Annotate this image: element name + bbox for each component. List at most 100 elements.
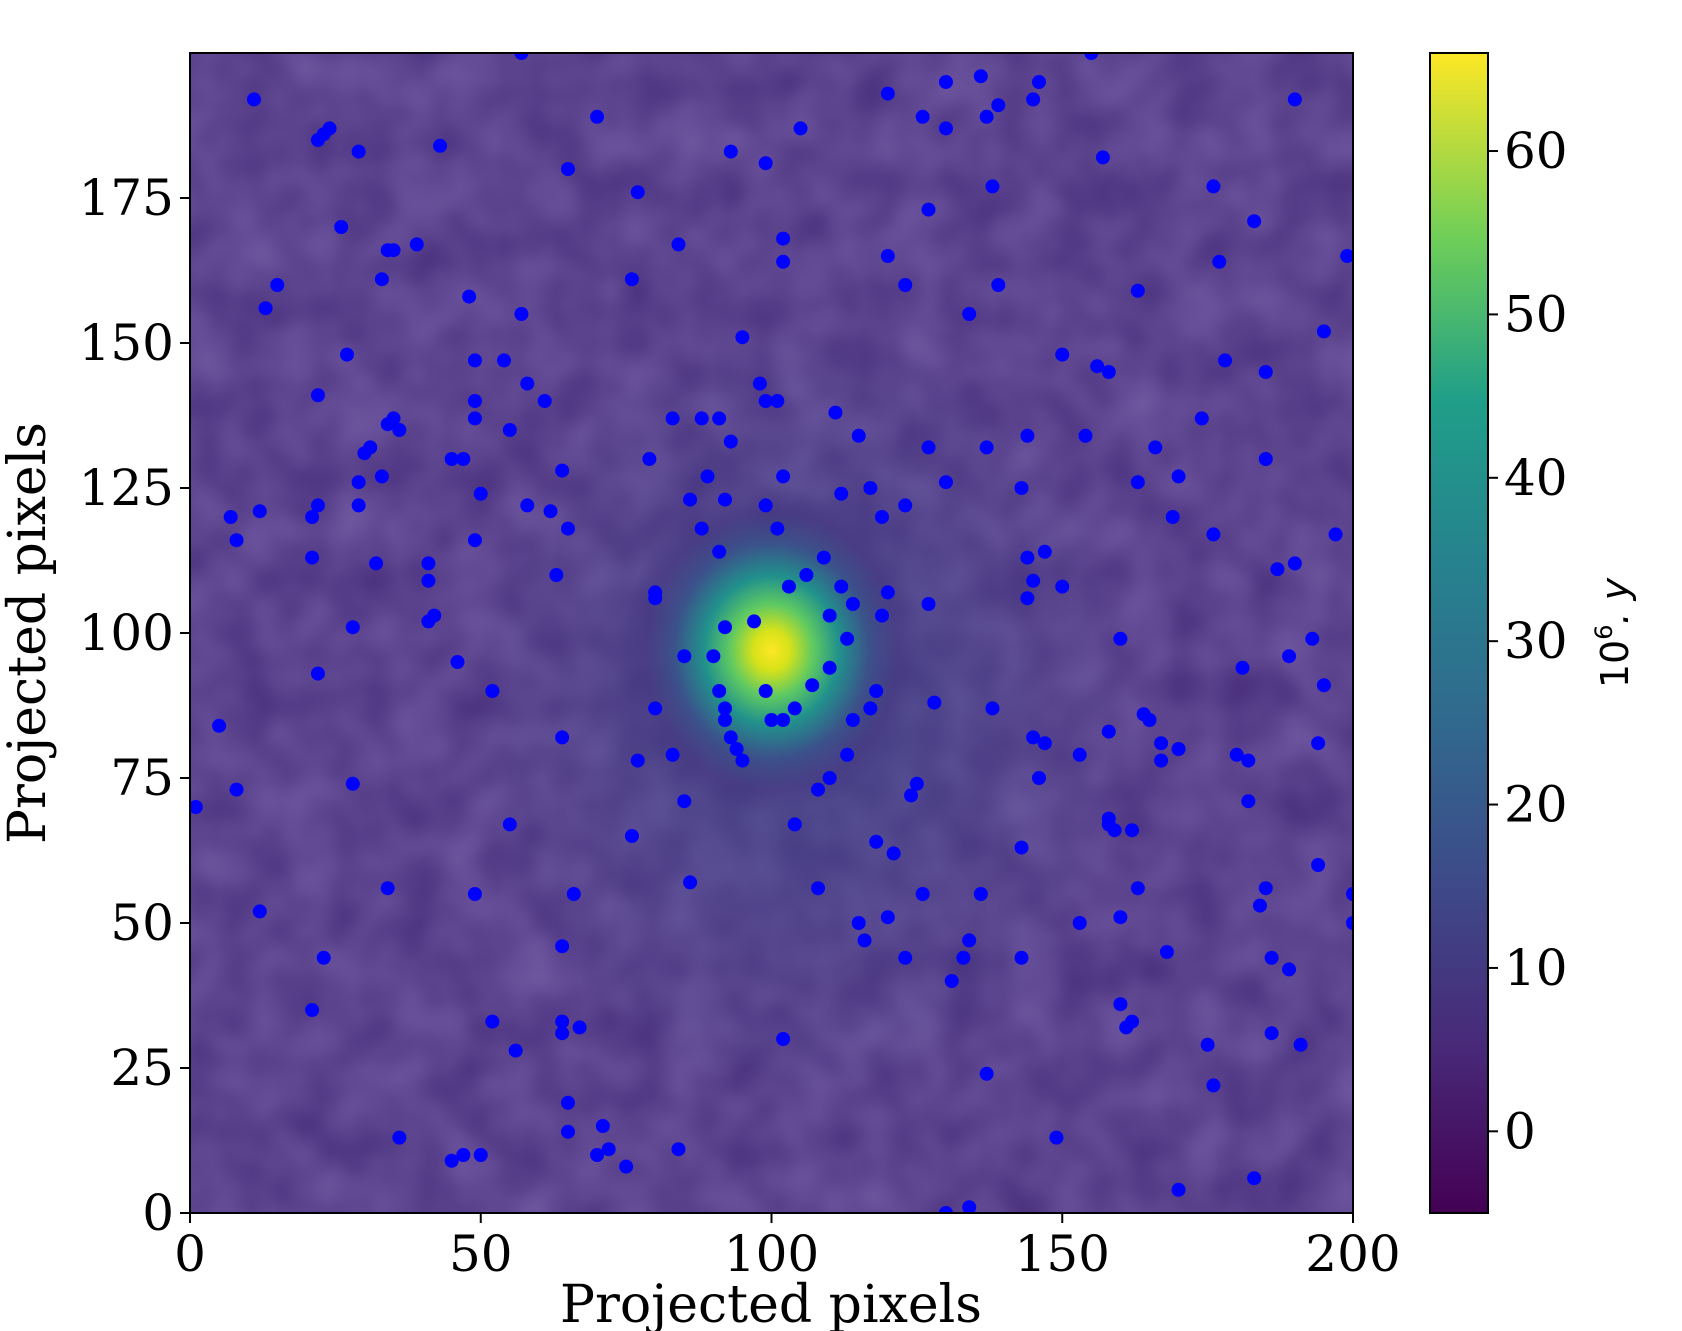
scatter-point [427, 608, 442, 623]
scatter-point [747, 614, 762, 629]
scatter-point [874, 510, 889, 524]
x-tick-label: 0 [174, 1225, 206, 1283]
scatter-point [869, 834, 884, 849]
scatter-point [822, 660, 837, 675]
scatter-point [642, 452, 657, 466]
scatter-point [473, 486, 488, 501]
scatter-point [921, 440, 936, 455]
scatter-point [601, 1142, 616, 1157]
scatter-point [380, 881, 395, 896]
scatter-point [1154, 753, 1169, 768]
scatter-point [793, 121, 808, 136]
scatter-point [1031, 771, 1046, 785]
scatter-point [467, 887, 482, 901]
scatter-point [560, 162, 575, 176]
scatter-point [310, 498, 325, 513]
scatter-point [345, 620, 360, 635]
scatter-point [787, 817, 802, 832]
scatter-point [467, 353, 482, 368]
scatter-point [1055, 347, 1070, 362]
scatter-point [845, 713, 860, 727]
scatter-point [421, 556, 436, 571]
scatter-point [851, 916, 866, 930]
scatter-point [927, 695, 942, 710]
scatter-point [956, 950, 971, 965]
scatter-point [1171, 469, 1186, 484]
scatter-point [351, 144, 366, 159]
scatter-point [717, 492, 732, 507]
scatter-point [776, 713, 791, 727]
scatter-point [351, 498, 366, 513]
scatter-point [1026, 730, 1041, 745]
scatter-point [915, 109, 930, 124]
y-axis-label: Projected pixels [0, 422, 58, 844]
scatter-point [694, 411, 709, 426]
scatter-point [752, 376, 767, 391]
scatter-point [520, 376, 535, 391]
scatter-point [938, 75, 953, 89]
scatter-point [1206, 527, 1221, 542]
scatter-point [624, 829, 639, 843]
scatter-point [555, 1026, 570, 1041]
scatter-point [1264, 1026, 1279, 1041]
scatter-point [392, 1130, 407, 1145]
scatter-point [1130, 475, 1145, 490]
scatter-point [485, 1014, 500, 1029]
colorbar-tick-label: 20 [1504, 776, 1568, 834]
scatter-point [630, 185, 645, 200]
scatter-point [776, 254, 791, 269]
scatter-point [904, 788, 919, 803]
scatter-point [1130, 881, 1145, 896]
scatter-point [1258, 881, 1273, 896]
scatter-point [1049, 1130, 1064, 1145]
scatter-point [566, 887, 581, 901]
heatmap-peak [621, 485, 922, 816]
scatter-point [258, 301, 273, 316]
scatter-point [252, 904, 267, 919]
scatter-point [1148, 440, 1163, 455]
scatter-point [921, 597, 936, 611]
scatter-point [1113, 631, 1128, 646]
colorbar-gradient [1429, 52, 1489, 1214]
scatter-point [758, 684, 773, 698]
scatter-point [473, 1148, 488, 1162]
scatter-point [700, 469, 715, 484]
scatter-point [938, 121, 953, 136]
scatter-point [770, 521, 785, 536]
scatter-point [1113, 997, 1128, 1012]
scatter-point [991, 278, 1006, 292]
scatter-point [781, 579, 796, 594]
plot-area [190, 53, 1353, 1213]
scatter-point [467, 394, 482, 408]
scatter-point [1328, 527, 1343, 542]
scatter-point [456, 452, 471, 466]
scatter-point [514, 53, 529, 60]
scatter-point [898, 498, 913, 513]
scatter-point [1218, 353, 1233, 368]
scatter-point [1206, 1078, 1221, 1093]
scatter-point [863, 701, 878, 716]
colorbar-tick-label: 40 [1504, 449, 1568, 507]
scatter-point [305, 510, 320, 524]
scatter-point [560, 521, 575, 536]
scatter-point [1154, 736, 1169, 751]
scatter-point [979, 440, 994, 455]
scatter-point [880, 86, 895, 101]
scatter-point [828, 405, 843, 420]
scatter-point [985, 701, 1000, 716]
scatter-point [717, 713, 732, 727]
scatter-point [840, 747, 855, 762]
colorbar-label-var: . y [1593, 577, 1637, 624]
scatter-point [305, 550, 320, 565]
scatter-point [1020, 428, 1035, 443]
scatter-point [1287, 92, 1302, 107]
scatter-point [822, 608, 837, 623]
scatter-point [433, 138, 448, 153]
scatter-point [1171, 742, 1186, 756]
scatter-point [590, 109, 605, 124]
scatter-point [560, 1124, 575, 1139]
x-tick-label: 150 [1015, 1225, 1110, 1283]
scatter-point [898, 278, 913, 292]
scatter-point [1159, 945, 1174, 959]
scatter-point [1101, 724, 1116, 739]
